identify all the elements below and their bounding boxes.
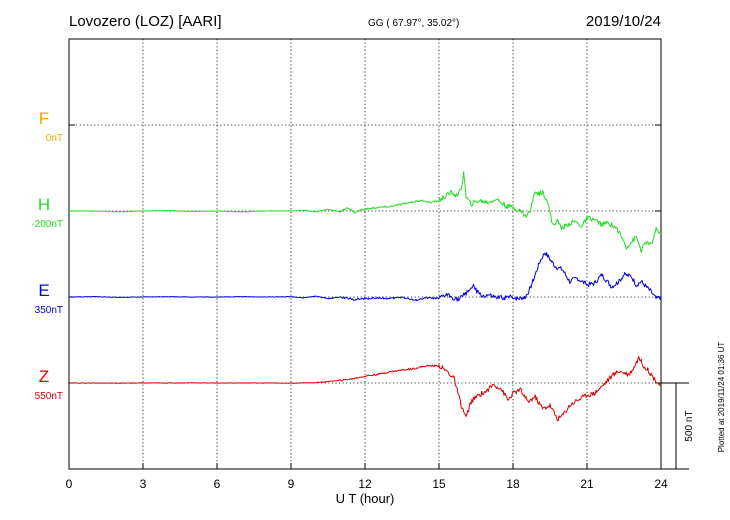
x-tick-label: 24 [654, 477, 668, 491]
series-line-h [68, 171, 662, 254]
plot-frame [68, 38, 662, 470]
channel-name-z: Z [39, 367, 49, 386]
scale-bar: 500 nT [661, 382, 695, 470]
x-axis-label: U T (hour) [336, 491, 395, 506]
chart-title: Lovozero (LOZ) [AARI] [69, 13, 222, 30]
x-tick-label: 12 [358, 477, 372, 491]
series-line-z [69, 355, 662, 422]
channel-baseline-f: 0nT [46, 133, 63, 144]
channel-baseline-h: -200nT [31, 219, 63, 230]
channel-baseline-z: 550nT [35, 391, 63, 402]
x-axis-ticks: 0 3 6 9 12 15 18 21 24 [66, 124, 668, 491]
station-coordinates: GG ( 67.97°, 35.02°) [368, 18, 459, 29]
plotted-note: Plotted at 2019/11/24 01:36 UT [717, 342, 726, 453]
grid-lines [69, 39, 661, 469]
x-tick-label: 3 [140, 477, 147, 491]
x-tick-label: 18 [506, 477, 520, 491]
x-tick-label: 6 [214, 477, 221, 491]
channel-name-f: F [39, 109, 49, 128]
x-tick-label: 0 [66, 477, 73, 491]
scale-bar-label: 500 nT [684, 410, 695, 441]
series-line-e [68, 252, 662, 302]
x-tick-label: 9 [288, 477, 295, 491]
chart-date: 2019/10/24 [586, 13, 661, 30]
channel-labels: F 0nT H -200nT E 350nT Z 550nT [31, 109, 63, 402]
series-layer [68, 171, 662, 422]
x-tick-label: 21 [580, 477, 594, 491]
channel-baseline-e: 350nT [35, 305, 63, 316]
channel-name-e: E [38, 281, 49, 300]
x-tick-label: 15 [432, 477, 446, 491]
channel-name-h: H [38, 195, 50, 214]
